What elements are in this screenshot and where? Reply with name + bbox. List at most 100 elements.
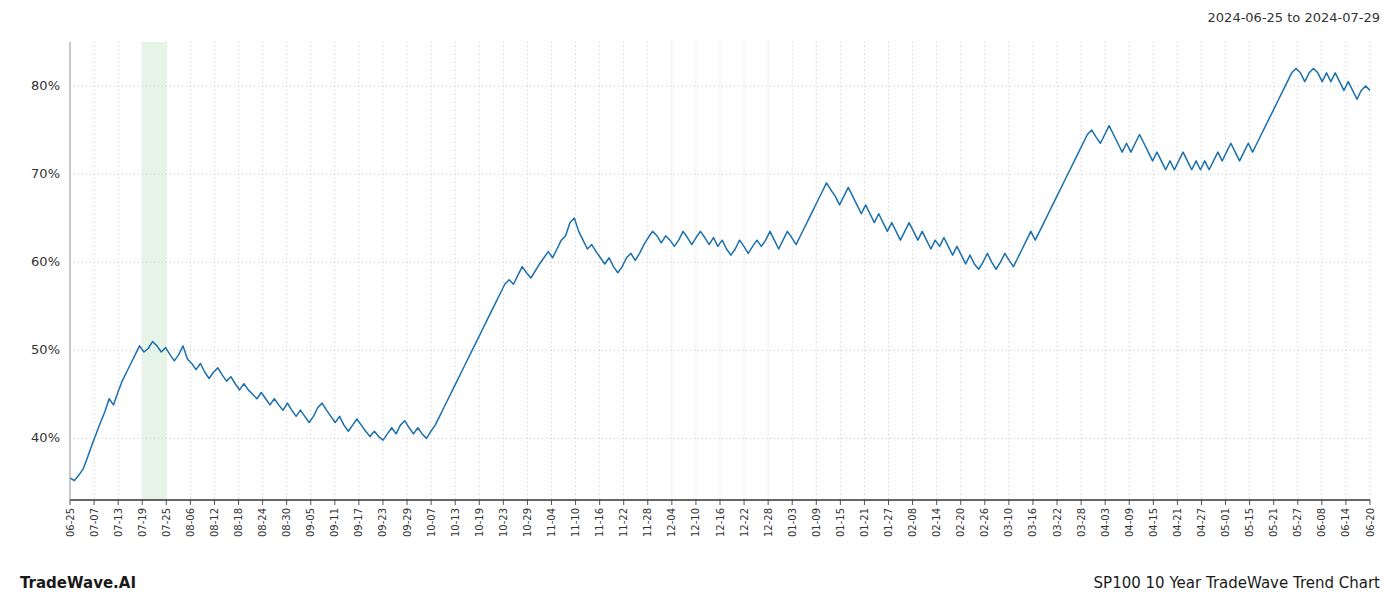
grid-line-x [647,42,648,500]
x-tick-label: 06-14 [1340,508,1351,537]
grid-line-x [1057,42,1058,500]
x-tick-label: 05-01 [1220,508,1231,537]
grid-line-x [286,42,287,500]
x-tick-label: 01-15 [835,508,846,537]
plot-area [70,42,1370,500]
x-tick-label: 09-29 [402,508,413,537]
grid-line-x [238,42,239,500]
x-tick-label: 08-30 [281,508,292,537]
grid-line-x [840,42,841,500]
grid-line-x [382,42,383,500]
grid-line-x [623,42,624,500]
x-tick-label: 06-08 [1316,508,1327,537]
grid-line-x [936,42,937,500]
subtitle: 2024-06-25 to 2024-07-29 [1208,10,1380,25]
x-tick-label: 07-13 [113,508,124,537]
x-tick-label: 08-18 [233,508,244,537]
grid-line-x [888,42,889,500]
x-tick-label: 11-28 [642,508,653,537]
chart: 40%50%60%70%80%06-2507-0707-1307-1907-25… [0,0,1400,600]
grid-line-x [334,42,335,500]
x-tick-label: 11-10 [570,508,581,537]
grid-line-x [1105,42,1106,500]
x-tick-label: 04-09 [1124,508,1135,537]
y-tick-label: 80% [31,78,60,93]
x-tick-label: 10-19 [474,508,485,537]
x-tick-label: 02-08 [907,508,918,537]
grid-line-x [1225,42,1226,500]
grid-line-x [695,42,696,500]
x-tick-label: 12-28 [763,508,774,537]
x-tick-label: 03-22 [1052,508,1063,537]
grid-line-x [768,42,769,500]
x-tick-label: 05-27 [1292,508,1303,537]
x-tick-label: 08-06 [185,508,196,537]
x-tick-label: 05-21 [1268,508,1279,537]
grid-line-x [70,42,71,500]
x-tick-label: 01-09 [811,508,822,537]
grid-line-x [1032,42,1033,500]
grid-line-x [1153,42,1154,500]
x-tick-label: 10-07 [426,508,437,537]
grid-line-x [1249,42,1250,500]
x-tick-label: 02-14 [931,508,942,537]
grid-line-x [190,42,191,500]
x-tick-label: 04-27 [1196,508,1207,537]
grid-line-x [262,42,263,500]
x-tick-label: 01-27 [883,508,894,537]
grid-line-x [503,42,504,500]
x-tick-label: 05-15 [1244,508,1255,537]
x-tick-label: 09-23 [377,508,388,537]
annotation: TradeWave.AI [20,574,136,592]
x-tick-label: 10-29 [522,508,533,537]
grid-line-x [960,42,961,500]
x-tick-label: 12-04 [666,508,677,537]
x-tick-label: 08-12 [209,508,220,537]
grid-line-x [407,42,408,500]
grid-line-x [1345,42,1346,500]
grid-line-x [912,42,913,500]
x-tick-label: 09-17 [353,508,364,537]
shaded-span [142,42,166,500]
y-tick-label: 40% [31,430,60,445]
grid-line-x [1321,42,1322,500]
grid-line-x [1008,42,1009,500]
grid-line-x [1081,42,1082,500]
axes: 40%50%60%70%80%06-2507-0707-1307-1907-25… [31,42,1375,537]
y-tick-label: 70% [31,166,60,181]
grid-line-x [792,42,793,500]
x-tick-label: 04-15 [1148,508,1159,537]
x-tick-label: 12-16 [715,508,726,537]
grid [70,42,1370,500]
grid-line-x [720,42,721,500]
x-tick-label: 07-19 [137,508,148,537]
x-tick-label: 11-16 [594,508,605,537]
x-tick-label: 02-20 [955,508,966,537]
x-axis-line [70,499,1370,501]
grid-line-x [671,42,672,500]
x-tick-label: 03-10 [1003,508,1014,537]
grid-line-x [214,42,215,500]
x-tick-label: 10-23 [498,508,509,537]
texts: 2024-06-25 to 2024-07-29 SP100 10 Year Tr… [20,10,1380,592]
x-tick-label: 01-03 [787,508,798,537]
x-tick-label: 09-05 [305,508,316,537]
grid-line-x [479,42,480,500]
grid-line-x [1129,42,1130,500]
grid-line-x [310,42,311,500]
grid-line-x [744,42,745,500]
x-tick-label: 10-13 [450,508,461,537]
grid-line-x [527,42,528,500]
data-line [70,68,1370,480]
grid-line-x [455,42,456,500]
x-tick-label: 11-22 [618,508,629,537]
x-tick-label: 12-10 [690,508,701,537]
grid-line-x [1297,42,1298,500]
title: SP100 10 Year TradeWave Trend Chart [1094,574,1381,592]
grid-line-x [984,42,985,500]
grid-line-x [575,42,576,500]
x-tick-label: 01-21 [859,508,870,537]
grid-line-x [551,42,552,500]
grid-line-x [1201,42,1202,500]
grid-line-x [118,42,119,500]
